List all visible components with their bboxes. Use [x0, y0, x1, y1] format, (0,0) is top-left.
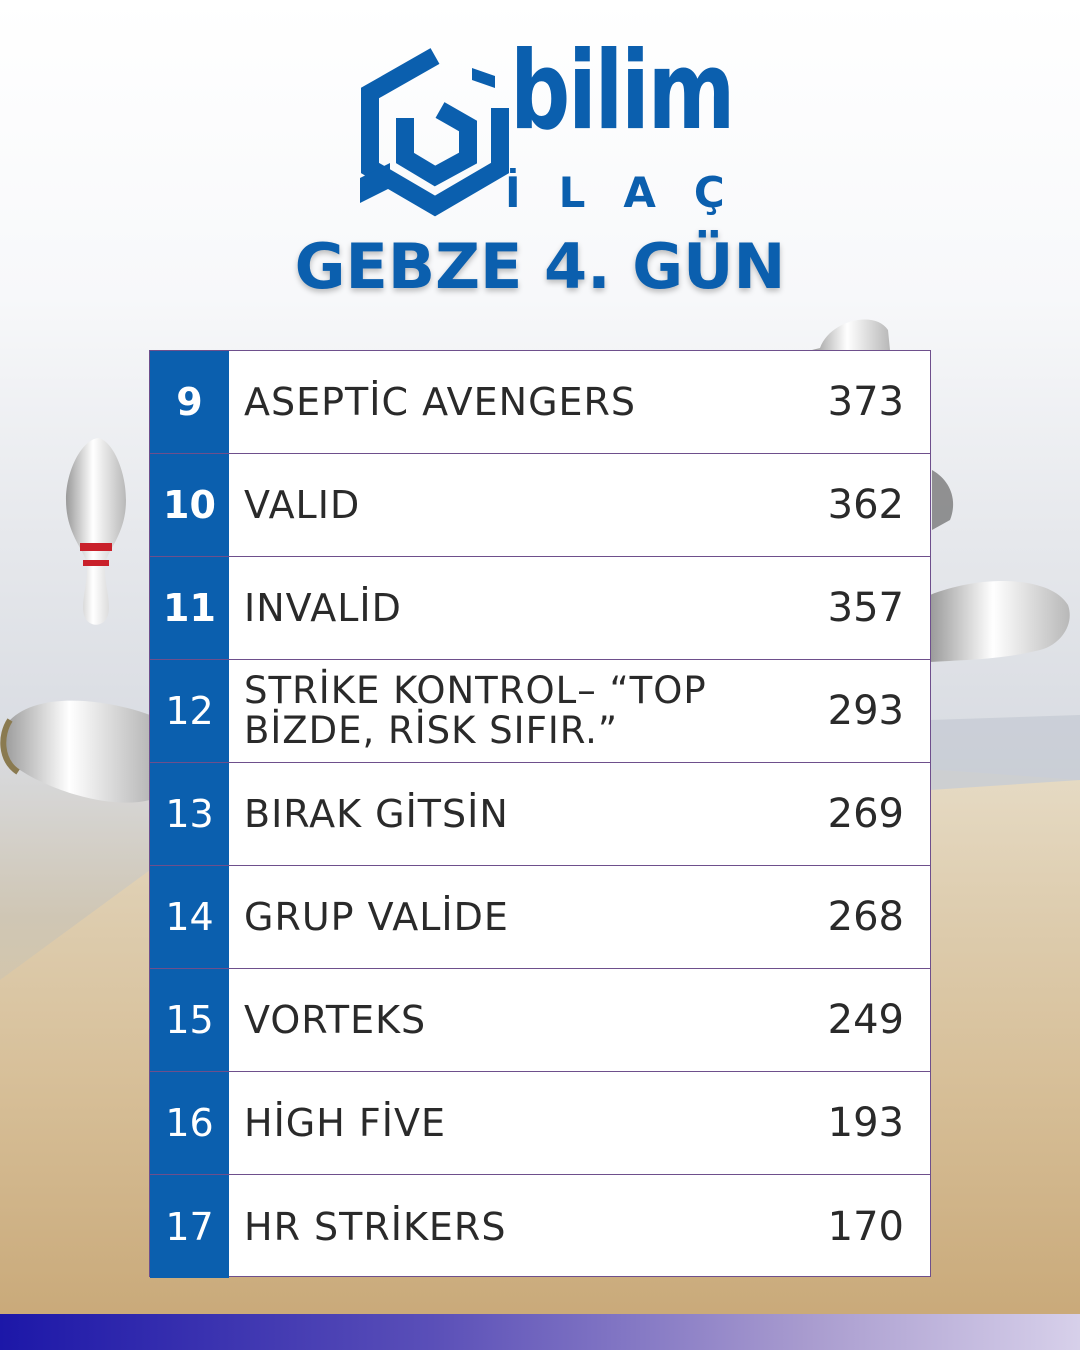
table-row: 13 BIRAK GİTSİN 269: [150, 763, 930, 866]
bilim-logo-icon: [360, 48, 509, 217]
rank-cell: 15: [150, 969, 229, 1071]
bowling-pin-left: [66, 438, 126, 625]
bowling-pin-right-tilted: [930, 581, 1070, 662]
team-name-cell: VORTEKS: [244, 998, 427, 1042]
rank-cell: 10: [150, 454, 229, 556]
team-name-cell: HİGH FİVE: [244, 1101, 446, 1145]
footer-accent-bar: [0, 1314, 1080, 1350]
rank-cell: 11: [150, 557, 229, 659]
team-name-cell: ASEPTİC AVENGERS: [244, 380, 637, 424]
table-row: 14 GRUP VALİDE 268: [150, 866, 930, 969]
score-cell: 293: [827, 688, 904, 734]
brand-subtitle: İLAÇ: [505, 168, 763, 217]
score-cell: 193: [827, 1100, 904, 1146]
team-name-cell: INVALİD: [244, 586, 402, 630]
score-cell: 373: [827, 379, 904, 425]
brand-name: bilim: [510, 29, 735, 154]
table-row: 16 HİGH FİVE 193: [150, 1072, 930, 1175]
score-cell: 357: [827, 585, 904, 631]
leaderboard-table: 9 ASEPTİC AVENGERS 373 10 VALID 362 11 I…: [149, 350, 931, 1278]
table-row: 17 HR STRİKERS 170: [150, 1175, 930, 1278]
rank-cell: 17: [150, 1175, 229, 1278]
table-row: 11 INVALİD 357: [150, 557, 930, 660]
bowling-pin-right-top: [812, 319, 890, 350]
page-title: GEBZE 4. GÜN: [294, 230, 786, 303]
table-row: 12 STRİKE KONTROL– “TOP BİZDE, RİSK SIFI…: [150, 660, 930, 763]
table-row: 9 ASEPTİC AVENGERS 373: [150, 351, 930, 454]
rank-cell: 12: [150, 660, 229, 762]
team-name-cell: GRUP VALİDE: [244, 895, 509, 939]
rank-cell: 9: [150, 351, 229, 453]
bowling-pin-left-tilted: [3, 700, 150, 803]
table-row: 15 VORTEKS 249: [150, 969, 930, 1072]
score-cell: 269: [827, 791, 904, 837]
table-row: 10 VALID 362: [150, 454, 930, 557]
score-cell: 268: [827, 894, 904, 940]
rank-cell: 16: [150, 1072, 229, 1174]
score-cell: 362: [827, 482, 904, 528]
rank-cell: 13: [150, 763, 229, 865]
team-name-cell: STRİKE KONTROL– “TOP BİZDE, RİSK SIFIR.”: [244, 669, 707, 752]
team-name-cell: BIRAK GİTSİN: [244, 792, 509, 836]
team-name-cell: HR STRİKERS: [244, 1204, 507, 1249]
team-name-cell: VALID: [244, 483, 361, 527]
score-cell: 170: [827, 1203, 904, 1250]
rank-cell: 14: [150, 866, 229, 968]
score-cell: 249: [827, 997, 904, 1043]
